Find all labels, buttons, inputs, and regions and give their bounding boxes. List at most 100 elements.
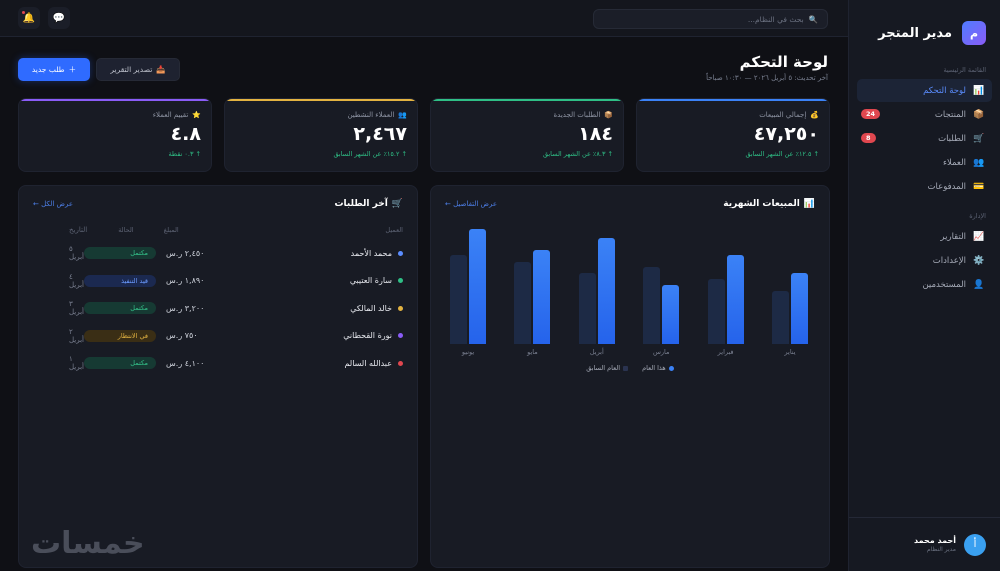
column-header-status: الحالة bbox=[118, 226, 134, 234]
sidebar-item-label: المستخدمين bbox=[922, 279, 966, 290]
users-icon: 👥 bbox=[973, 157, 985, 168]
accent-bar bbox=[225, 99, 417, 101]
plus-icon: ＋ bbox=[68, 65, 77, 74]
status-dot bbox=[398, 360, 403, 366]
view-details-link[interactable]: عرض التفاصيل ← bbox=[445, 200, 498, 208]
notification-dot bbox=[22, 11, 25, 14]
main-content: لوحة التحكم آخر تحديث: ٥ أبريل ٢٠٢٦ — ١٠… bbox=[0, 37, 848, 571]
status-cell: في الانتظار bbox=[84, 329, 166, 342]
user-name: أحمد محمد bbox=[914, 536, 956, 545]
sidebar-item-settings[interactable]: ⚙️ الإعدادات bbox=[857, 249, 992, 272]
section-label-admin: الإدارة bbox=[969, 212, 986, 220]
export-report-button[interactable]: 📥 تصدير التقرير bbox=[96, 58, 180, 81]
status-badge: مكتمل bbox=[84, 302, 157, 314]
amount-cell: ٢,٤٥٠ ر.س bbox=[166, 248, 205, 258]
bar-this-year[interactable] bbox=[469, 229, 487, 344]
x-axis-label: فبراير bbox=[717, 348, 734, 356]
bar-last-year[interactable] bbox=[707, 279, 725, 344]
status-dot bbox=[398, 278, 403, 283]
monthly-sales-panel: 📊 المبيعات الشهرية عرض التفاصيل ← يناير فب… bbox=[430, 185, 830, 568]
sidebar-item-orders[interactable]: 🛒 الطلبات 8 bbox=[857, 127, 992, 150]
search-input[interactable] bbox=[603, 14, 804, 24]
stat-label: الطلبات الجديدة bbox=[553, 111, 601, 119]
bar-group bbox=[705, 224, 747, 344]
sidebar-item-label: الطلبات bbox=[938, 133, 966, 144]
bar-last-year[interactable] bbox=[578, 273, 596, 344]
table-row[interactable]: سارة العتيبي ١,٨٩٠ ر.س قيد التنفيذ ٤ أبريل bbox=[33, 271, 403, 291]
recent-orders-panel: 🛒 آخر الطلبات عرض الكل ← العميل المبلغ ال… bbox=[18, 185, 418, 568]
cart-icon: 🛒 bbox=[391, 199, 403, 209]
legend-swatch bbox=[668, 365, 674, 371]
x-axis-label: يونيو bbox=[461, 348, 475, 356]
customer-name: محمد الأحمد bbox=[350, 248, 392, 258]
amount-cell: ٤,١٠٠ ر.س bbox=[166, 358, 205, 368]
notifications-button[interactable]: 🔔 bbox=[18, 7, 40, 29]
view-all-link[interactable]: عرض الكل ← bbox=[33, 200, 74, 208]
bar-this-year[interactable] bbox=[533, 250, 551, 344]
sidebar-item-reports[interactable]: 📈 التقارير bbox=[857, 225, 992, 248]
stat-card-customer-rating: ⭐ تقييم العملاء ٤.٨ ↑ ٠.٣ نقطة bbox=[18, 98, 212, 172]
avatar: أ bbox=[964, 533, 986, 556]
bar-this-year[interactable] bbox=[726, 255, 744, 344]
stat-change: ↑ ١٥.٢٪ عن الشهر السابق bbox=[333, 150, 407, 158]
customer-name: عبدالله السالم bbox=[344, 358, 392, 368]
gear-icon: ⚙️ bbox=[973, 255, 985, 266]
table-row[interactable]: نورة القحطاني ٧٥٠ ر.س في الانتظار ٢ أبريل bbox=[33, 326, 403, 346]
legend-label: العام السابق bbox=[586, 364, 621, 372]
bar-last-year[interactable] bbox=[643, 267, 661, 344]
x-axis-label: مارس bbox=[652, 348, 670, 356]
x-axis-labels: يناير فبراير مارس أبريل مايو يونيو bbox=[447, 348, 811, 356]
bar-this-year[interactable] bbox=[662, 285, 680, 344]
bar-this-year[interactable] bbox=[597, 238, 615, 344]
status-cell: مكتمل bbox=[84, 302, 166, 314]
messages-button[interactable]: 💬 bbox=[48, 7, 70, 29]
bar-chart-icon: 📊 bbox=[803, 199, 815, 209]
inbox-tray-icon: 📥 bbox=[156, 65, 166, 74]
status-dot bbox=[398, 305, 403, 311]
brand: م مدير المتجر bbox=[849, 0, 1000, 52]
bar-group bbox=[576, 224, 618, 344]
bar-last-year[interactable] bbox=[514, 262, 532, 344]
amount-cell: ٣,٢٠٠ ر.س bbox=[166, 303, 205, 313]
stat-value: ٤.٨ bbox=[170, 123, 201, 145]
sidebar-item-label: المنتجات bbox=[934, 109, 966, 120]
users-icon: 👥 bbox=[398, 111, 407, 119]
bar-last-year[interactable] bbox=[450, 255, 468, 344]
table-row[interactable]: خالد المالكي ٣,٢٠٠ ر.س مكتمل ٣ أبريل bbox=[33, 298, 403, 318]
sidebar-item-label: لوحة التحكم bbox=[923, 85, 966, 96]
legend-item-last-year: العام السابق bbox=[586, 364, 629, 372]
money-bag-icon: 💰 bbox=[810, 111, 819, 119]
status-cell: قيد التنفيذ bbox=[84, 274, 166, 287]
search-box[interactable]: 🔍 bbox=[593, 9, 828, 29]
sidebar-item-dashboard[interactable]: 📊 لوحة التحكم bbox=[857, 79, 992, 102]
sidebar-item-users[interactable]: 👤 المستخدمين bbox=[857, 273, 992, 296]
x-axis-label: مايو bbox=[527, 348, 538, 356]
table-row[interactable]: محمد الأحمد ٢,٤٥٠ ر.س مكتمل ٥ أبريل bbox=[33, 243, 403, 263]
sidebar-item-customers[interactable]: 👥 العملاء bbox=[857, 151, 992, 174]
user-profile[interactable]: أ أحمد محمد مدير النظام bbox=[849, 517, 1000, 571]
status-dot bbox=[398, 250, 403, 256]
search-icon: 🔍 bbox=[808, 14, 818, 24]
page-title: لوحة التحكم bbox=[739, 53, 828, 71]
sidebar: م مدير المتجر القائمة الرئيسية 📊 لوحة ال… bbox=[848, 0, 1000, 571]
sales-bar-chart bbox=[447, 224, 811, 344]
bar-this-year[interactable] bbox=[791, 273, 808, 344]
status-cell: مكتمل bbox=[84, 357, 166, 369]
bar-group bbox=[447, 224, 489, 344]
sidebar-item-label: العملاء bbox=[942, 157, 966, 168]
x-axis-label: يناير bbox=[784, 348, 796, 356]
watermark: خمسات bbox=[31, 526, 145, 561]
status-badge: في الانتظار bbox=[84, 329, 157, 342]
new-order-button[interactable]: ＋ طلب جديد bbox=[18, 58, 90, 81]
bar-group bbox=[511, 224, 553, 344]
sidebar-item-payments[interactable]: 💳 المدفوعات bbox=[857, 175, 992, 198]
accent-bar bbox=[19, 99, 211, 101]
status-badge: مكتمل bbox=[84, 357, 157, 369]
sidebar-item-products[interactable]: 📦 المنتجات 24 bbox=[857, 103, 992, 126]
column-header-amount: المبلغ bbox=[163, 226, 179, 234]
table-row[interactable]: عبدالله السالم ٤,١٠٠ ر.س مكتمل ١ أبريل bbox=[33, 353, 403, 373]
date-cell: ٥ أبريل bbox=[69, 245, 85, 261]
bar-last-year[interactable] bbox=[772, 291, 789, 344]
panel-title: المبيعات الشهرية bbox=[723, 199, 800, 209]
customer-name: سارة العتيبي bbox=[349, 276, 392, 285]
